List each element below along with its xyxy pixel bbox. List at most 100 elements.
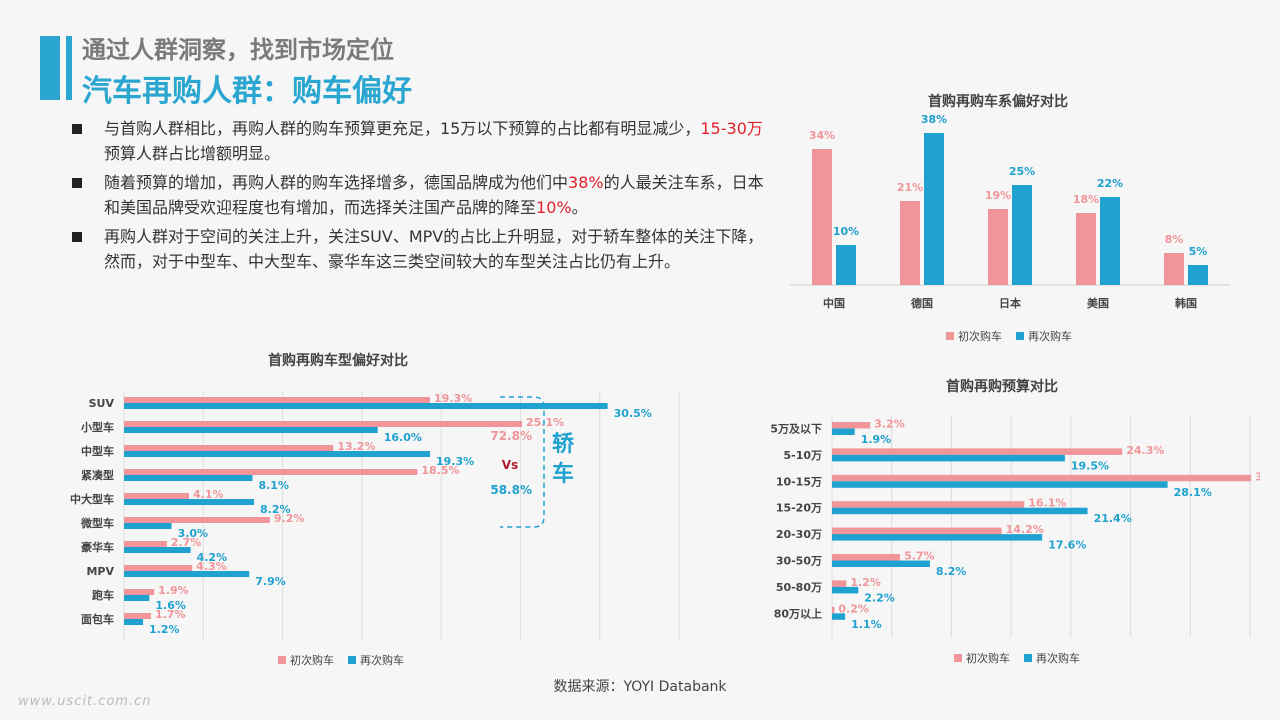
bar-first [124,517,270,523]
bar-repeat [124,619,144,625]
data-source: 数据来源：YOYI Databank [553,679,727,695]
sedan-bracket [500,396,545,528]
data-label-first: 21% [897,181,923,194]
bar-repeat [836,245,856,285]
cartype-chart-title: 首购再购车型偏好对比 [268,353,408,369]
bar-first [1164,253,1184,285]
bullet-text: 再购人群对于空间的关注上升，关注SUV、MPV的占比上升明显，对于轿车整体的关注… [104,227,764,271]
bar-repeat [124,427,378,433]
bar-repeat [832,586,859,594]
bullet-text: 随着预算的增加，再购人群的购车选择增多，德国品牌成为他们中 [104,173,569,192]
bullet-square-icon [72,178,82,188]
bar-first [124,421,523,427]
category-label: 5-10万 [783,449,822,462]
category-label: 豪华车 [81,540,114,554]
bullet-highlight: 10% [536,198,572,217]
data-label-repeat: 8.2% [936,565,967,578]
category-label: 中型车 [81,444,114,458]
data-label-repeat: 2.2% [864,591,895,604]
data-label-repeat: 17.6% [1048,539,1086,552]
bar-repeat [124,547,191,553]
bar-first [832,527,1002,535]
category-label: 紧凑型 [81,468,114,482]
bar-repeat [124,451,431,457]
bar-first [1076,213,1096,285]
category-label: 日本 [999,296,1021,310]
data-label-repeat: 30.5% [614,407,652,420]
data-label-repeat: 28.1% [1174,486,1212,499]
data-label-first: 18% [1073,193,1099,206]
legend-label-repeat: 再次购车 [1028,329,1072,343]
bullet-item: 随着预算的增加，再购人群的购车选择增多，德国品牌成为他们中38%的人最关注车系，… [70,170,770,220]
sedan-vs-label: Vs [502,458,518,472]
bar-first [124,541,167,547]
budget-chart-title: 首购再购预算对比 [946,379,1058,395]
bar-first [124,589,155,595]
category-label: 小型车 [80,420,114,434]
category-label: 微型车 [80,516,114,530]
budget-chart: 3.2% 1.9% 5万及以下 24.3% 19.5% 5-10万 35.1% 28.1% 10… [770,416,1260,665]
data-label-first: 0.2% [838,602,869,615]
data-label-first: 13.2% [337,440,375,453]
legend-swatch-repeat [1016,332,1024,340]
bar-first [124,613,151,619]
bar-repeat [832,481,1168,488]
bar-first [832,580,847,587]
brand-chart: 34% 10% 中国 21% 38% 德国 19% 25% 日本 18% 22% 美国 8% 5% 韩国初次… [790,113,1230,343]
legend-label-repeat: 再次购车 [1036,651,1080,665]
category-label: 德国 [910,296,933,310]
data-label-repeat: 38% [921,113,947,126]
data-label-repeat: 25% [1009,165,1035,178]
category-label: 30-50万 [776,555,822,568]
data-label-first: 3.2% [874,418,905,431]
legend-swatch-first [946,332,954,340]
legend-swatch-repeat [348,656,356,664]
category-label: 美国 [1087,296,1109,310]
bar-repeat [124,499,255,505]
data-label-first: 16.1% [1028,497,1066,510]
bar-repeat [124,475,253,481]
sedan-label: 轿 [552,431,575,457]
data-label-first: 4.3% [196,560,227,573]
bar-first [124,565,193,571]
bar-repeat [832,560,930,567]
legend-label-first: 初次购车 [958,329,1002,343]
data-label-first: 2.7% [171,536,202,549]
bar-first [988,209,1008,285]
bullet-item: 与首购人群相比，再购人群的购车预算更充足，15万以下预算的占比都有明显减少，15… [70,116,770,166]
category-label: 20-30万 [776,528,822,541]
data-label-first: 5.7% [904,550,935,563]
bullet-highlight: 15-30万 [700,119,763,138]
bar-repeat [124,571,250,577]
bar-repeat [1012,185,1032,285]
data-label-repeat: 7.9% [255,575,286,588]
bar-first [124,469,418,475]
bar-repeat [924,133,944,285]
data-label-repeat: 1.2% [149,623,180,636]
bullet-item: 再购人群对于空间的关注上升，关注SUV、MPV的占比上升明显，对于轿车整体的关注… [70,224,770,274]
data-label-repeat: 8.1% [258,479,289,492]
data-label-repeat: 1.1% [851,618,882,631]
data-label-first: 19.3% [434,392,472,405]
sedan-repeat-total: 58.8% [490,483,532,497]
category-label: 跑车 [92,588,114,602]
legend-swatch-first [278,656,286,664]
brand-chart-title: 首购再购车系偏好对比 [928,94,1068,110]
legend-swatch-first [954,654,962,662]
data-label-first: 4.1% [193,488,224,501]
category-label: MPV [86,565,114,578]
sedan-first-total: 72.8% [490,429,532,443]
bar-repeat [832,454,1065,462]
bar-first [812,149,832,285]
bar-repeat [1188,265,1208,285]
cartype-chart: 19.3% 30.5% SUV 25.1% 16.0% 小型车 13.2% 19.3% 中型车 1… [70,391,680,667]
bullet-text: 预算人群占比增额明显。 [104,144,281,163]
bar-repeat [1100,197,1120,285]
bar-repeat [124,403,608,409]
header-accent-bar [40,36,60,100]
data-label-first: 14.2% [1006,523,1044,536]
bar-first [124,397,431,403]
bar-repeat [124,523,172,529]
bar-first [832,501,1025,508]
category-label: 15-20万 [776,502,822,515]
